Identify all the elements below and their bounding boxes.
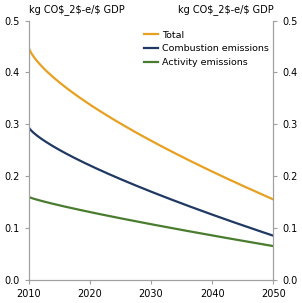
Line: Combustion emissions: Combustion emissions [29,127,273,236]
Combustion emissions [172,198,175,202]
Total [249,188,252,191]
Total [271,198,275,201]
Combustion emissions [249,226,252,230]
Total [172,151,176,155]
Activity emissions [177,228,180,231]
Activity emissions [172,227,176,230]
Activity emissions [249,240,252,244]
Combustion emissions [27,125,31,129]
Combustion emissions [177,200,180,204]
Activity emissions [27,195,31,199]
Total [177,153,180,157]
Activity emissions [172,227,175,230]
Total [233,180,237,184]
Legend: Total, Combustion emissions, Activity emissions: Total, Combustion emissions, Activity em… [144,31,269,67]
Activity emissions [233,238,237,241]
Combustion emissions [271,234,275,238]
Combustion emissions [27,127,31,130]
Activity emissions [271,244,275,248]
Activity emissions [27,195,31,199]
Total [27,48,31,51]
Total [172,151,175,154]
Total [27,45,31,48]
Line: Activity emissions: Activity emissions [29,197,273,246]
Text: kg CO$_2$-e/$ GDP: kg CO$_2$-e/$ GDP [178,4,273,15]
Line: Total: Total [29,47,273,199]
Combustion emissions [233,221,237,225]
Combustion emissions [172,199,176,202]
Text: kg CO$_2$-e/$ GDP: kg CO$_2$-e/$ GDP [29,4,124,15]
